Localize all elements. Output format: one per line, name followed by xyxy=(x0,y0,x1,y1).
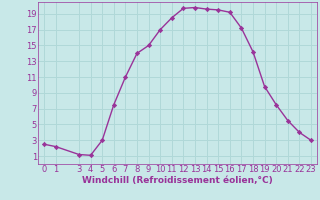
X-axis label: Windchill (Refroidissement éolien,°C): Windchill (Refroidissement éolien,°C) xyxy=(82,176,273,185)
